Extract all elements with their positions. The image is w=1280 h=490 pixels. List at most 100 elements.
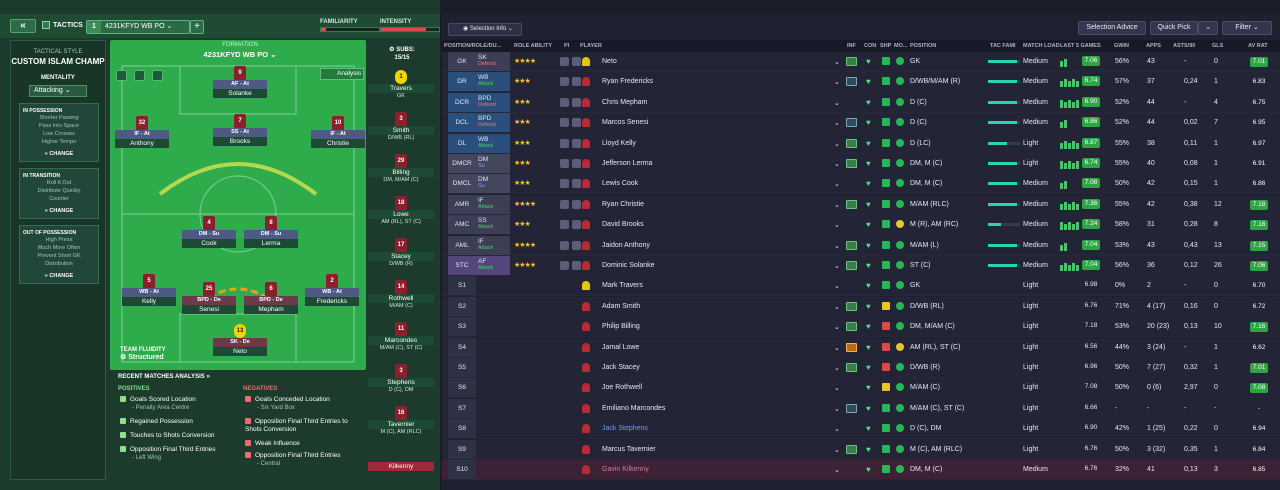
- col-gwin[interactable]: GWIN: [1114, 43, 1129, 49]
- link-icon[interactable]: [572, 159, 581, 168]
- role-select[interactable]: BPD Defend: [476, 92, 510, 112]
- player-instructions-icon[interactable]: [560, 138, 569, 148]
- col-match-load[interactable]: MATCH LOAD: [1023, 43, 1060, 49]
- player-card[interactable]: 2 WB - At Fredericks: [305, 274, 359, 306]
- chevron-down-icon[interactable]: ⌄: [834, 324, 840, 332]
- chevron-down-icon[interactable]: ⌄: [834, 161, 840, 168]
- chevron-down-icon[interactable]: ⌄: [834, 426, 840, 434]
- player-instructions-icon[interactable]: [560, 77, 569, 87]
- quick-pick-button[interactable]: Quick Pick: [1150, 21, 1198, 35]
- col-role-ability[interactable]: ROLE ABILITY: [514, 43, 552, 49]
- change-in-transition-button[interactable]: » CHANGE: [44, 208, 74, 214]
- player-instructions-icon[interactable]: [560, 199, 569, 209]
- role-select[interactable]: WB Attack: [476, 72, 510, 92]
- player-instructions-icon[interactable]: [560, 57, 569, 66]
- role-select[interactable]: SK Defend: [476, 52, 510, 71]
- col-mo[interactable]: MO...: [894, 43, 908, 49]
- table-row[interactable]: AML IF Attack ★★★★ Jaidon Anthony ⌄ ♥ M/AM (L) M…: [442, 235, 1280, 256]
- sub-player[interactable]: 18 Lowe AM (RL), ST (C): [368, 196, 434, 226]
- chevron-down-icon[interactable]: ⌄: [834, 79, 840, 87]
- chevron-down-icon[interactable]: ⌄: [834, 242, 840, 250]
- chevron-down-icon[interactable]: ⌄: [834, 222, 840, 230]
- table-row[interactable]: DMCL DM Su ★★★ Lewis Cook ⌄ ♥ DM, M (C) Medium 7.…: [442, 174, 1280, 195]
- table-row[interactable]: DCL BPD Defend ★★★ Marcos Senesi ⌄ ♥ D (C) Mediu…: [442, 113, 1280, 134]
- change-out-possession-button[interactable]: » CHANGE: [44, 273, 74, 279]
- sub-player[interactable]: 17 Stacey D/WB (R): [368, 238, 434, 268]
- table-row[interactable]: STC AF Attack ★★★★ Dominic Solanke ⌄ ♥ ST (C) Me…: [442, 256, 1280, 276]
- col-apps[interactable]: APPS: [1146, 43, 1161, 49]
- table-row[interactable]: S9 Marcus Tavernier ⌄ ♥ M (C), AM (RLC) Light…: [442, 439, 1280, 460]
- link-icon[interactable]: [572, 220, 581, 230]
- player-card[interactable]: 25 BPD - De Senesi: [182, 282, 236, 314]
- col-av-rat[interactable]: AV RAT: [1248, 43, 1268, 49]
- chevron-down-icon[interactable]: ⌄: [834, 59, 840, 66]
- download-icon[interactable]: [152, 70, 163, 81]
- chevron-down-icon[interactable]: ⌄: [834, 467, 840, 474]
- player-name[interactable]: Gavin Kilkenny: [602, 466, 649, 473]
- player-name[interactable]: Jaidon Anthony: [602, 241, 650, 249]
- player-name[interactable]: Lloyd Kelly: [602, 139, 636, 147]
- table-row[interactable]: S8 Jack Stephens ⌄ ♥ D (C), DM Light 6.90 42% 1 …: [442, 419, 1280, 440]
- table-row[interactable]: S5 Jack Stacey ⌄ ♥ D/WB (R) Light 6.96 50% 7 (27…: [442, 358, 1280, 378]
- player-card[interactable]: 5 WB - At Kelly: [122, 274, 176, 306]
- recent-matches-analysis-title[interactable]: RECENT MATCHES ANALYSIS »: [118, 374, 210, 380]
- player-name[interactable]: Jamal Lowe: [602, 343, 640, 351]
- col-player[interactable]: PLAYER: [580, 43, 602, 49]
- sub-player[interactable]: Kilkenny: [368, 462, 434, 471]
- sub-player[interactable]: 16 Tavernier M (C), AM (RLC): [368, 406, 434, 436]
- player-name[interactable]: Jack Stephens: [602, 425, 648, 433]
- player-name[interactable]: David Brooks: [602, 221, 644, 229]
- table-row[interactable]: S2 Adam Smith ⌄ ♥ D/WB (RL) Light 6.76 71% 4 (17…: [442, 296, 1280, 317]
- bar-chart-icon[interactable]: [134, 70, 145, 81]
- link-icon[interactable]: [572, 97, 581, 107]
- player-instructions-icon[interactable]: [560, 159, 569, 168]
- role-select[interactable]: DM Su: [476, 154, 510, 173]
- table-row[interactable]: GK SK Defend ★★★★ Neto ⌄ ♥ GK Medium 7.06 56% 43-0 7…: [442, 52, 1280, 72]
- link-icon[interactable]: [572, 77, 581, 87]
- table-row[interactable]: S10 Gavin Kilkenny ⌄ ♥ DM, M (C) Medium 6.76 32…: [442, 460, 1280, 480]
- chevron-down-icon[interactable]: ⌄: [834, 365, 840, 372]
- player-card[interactable]: 10 IF - At Christie: [311, 116, 365, 148]
- player-name[interactable]: Mark Travers: [602, 282, 643, 290]
- role-select[interactable]: SS Attack: [476, 215, 510, 235]
- chevron-down-icon[interactable]: ⌄: [834, 405, 840, 413]
- chevron-down-icon[interactable]: ⌄: [834, 446, 840, 454]
- col-position[interactable]: POSITION/ROLE/DU...: [444, 43, 502, 49]
- sub-player[interactable]: 14 Rothwell M/AM (C): [368, 280, 434, 310]
- role-select[interactable]: IF Attack: [476, 194, 510, 214]
- chevron-down-icon[interactable]: ⌄: [834, 344, 840, 352]
- table-row[interactable]: DCR BPD Defend ★★★ Chris Mepham ⌄ ♥ D (C) Medium…: [442, 92, 1280, 113]
- chevron-down-icon[interactable]: ⌄: [834, 385, 840, 393]
- table-row[interactable]: S6 Joe Rothwell ⌄ ♥ M/AM (C) Light 7.08 50% 0 (6…: [442, 378, 1280, 399]
- selection-advice-button[interactable]: Selection Advice: [1078, 21, 1146, 35]
- player-instructions-icon[interactable]: [560, 97, 569, 107]
- player-name[interactable]: Emiliano Marcondes: [602, 404, 666, 412]
- table-row[interactable]: S4 Jamal Lowe ⌄ ♥ AM (RL), ST (C) Light 6.56 44…: [442, 337, 1280, 358]
- chevron-down-icon[interactable]: ⌄: [834, 181, 840, 189]
- chevron-down-icon[interactable]: ⌄: [834, 140, 840, 148]
- sub-player[interactable]: 3 Smith D/WB (RL): [368, 112, 434, 142]
- player-instructions-icon[interactable]: [560, 261, 569, 270]
- back-button[interactable]: «: [10, 19, 36, 33]
- link-icon[interactable]: [572, 261, 581, 270]
- sub-player[interactable]: 11 Marcondes M/AM (C), ST (C): [368, 322, 434, 352]
- player-instructions-icon[interactable]: [560, 179, 569, 189]
- chevron-down-icon[interactable]: ⌄: [834, 303, 840, 311]
- col-con[interactable]: CON: [864, 43, 877, 49]
- col-shp[interactable]: SHP: [880, 43, 892, 49]
- player-instructions-icon[interactable]: [560, 240, 569, 250]
- analysis-button[interactable]: Analysis: [320, 68, 364, 80]
- player-name[interactable]: Marcos Senesi: [602, 119, 649, 127]
- player-card[interactable]: 6 BPD - De Mepham: [244, 282, 298, 314]
- player-card[interactable]: 32 IF - At Anthony: [115, 116, 169, 148]
- mentality-select[interactable]: Attacking ⌄: [29, 85, 87, 97]
- quick-pick-dropdown[interactable]: ⌄: [1198, 21, 1218, 35]
- table-row[interactable]: DR WB Attack ★★★ Ryan Fredericks ⌄ ♥ D/WB/M/AM …: [442, 72, 1280, 93]
- link-icon[interactable]: [572, 57, 581, 66]
- col-position-detail[interactable]: POSITION: [910, 43, 937, 49]
- table-row[interactable]: S3 Philip Billing ⌄ ♥ DM, M/AM (C) Light 7.18 5…: [442, 317, 1280, 338]
- col-tac-fami[interactable]: TAC FAMI: [990, 43, 1016, 49]
- chevron-down-icon[interactable]: ⌄: [834, 120, 840, 128]
- player-name[interactable]: Dominic Solanke: [602, 262, 655, 269]
- role-select[interactable]: IF Attack: [476, 235, 510, 255]
